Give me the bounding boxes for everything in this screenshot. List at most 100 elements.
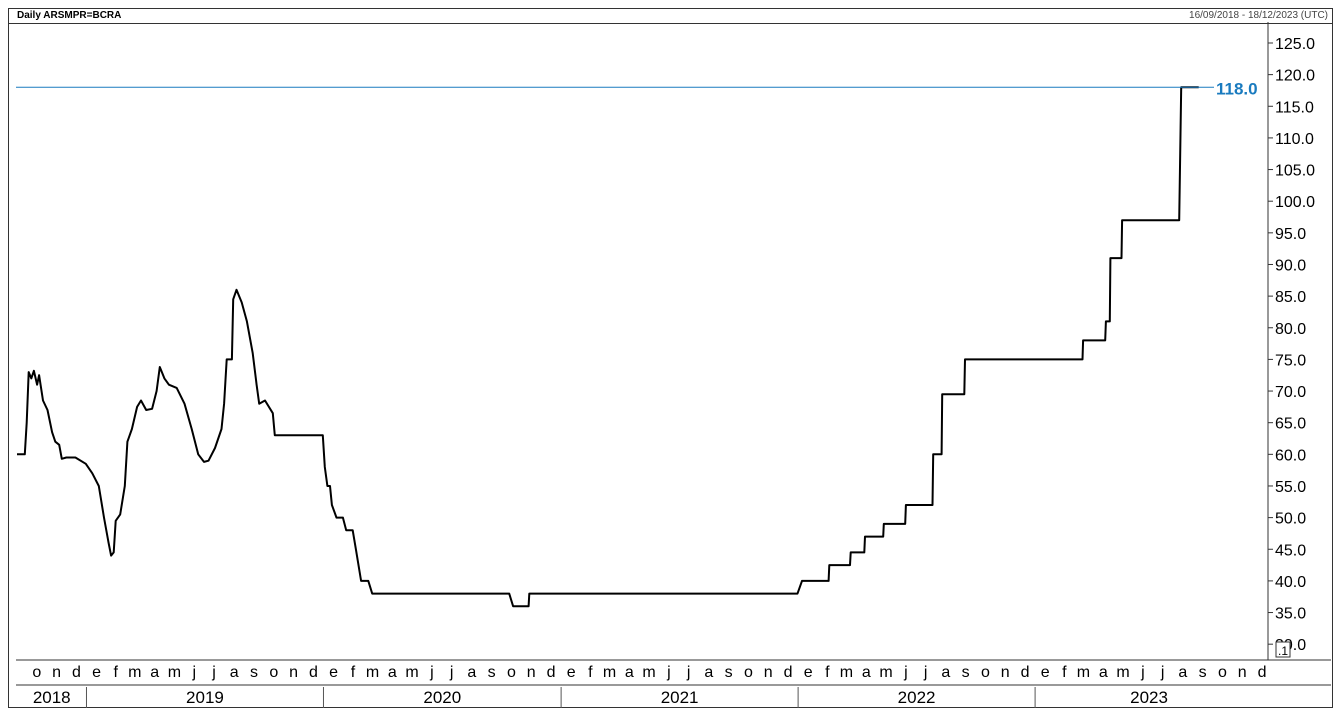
y-tick-label: 90.0	[1275, 257, 1306, 274]
x-tick-label: a	[625, 664, 634, 681]
x-tick-label: o	[1218, 664, 1227, 681]
x-tick-label: j	[191, 664, 196, 681]
y-tick-label: 50.0	[1275, 511, 1306, 528]
x-tick-label: m	[879, 664, 892, 681]
series	[17, 86, 1199, 608]
x-tick-label: e	[329, 664, 338, 681]
x-tick-label: d	[72, 664, 81, 681]
x-tick-label: s	[962, 664, 970, 681]
chart-title: Daily ARSMPR=BCRA	[17, 10, 122, 21]
year-label: 2021	[661, 688, 699, 707]
year-label: 2018	[33, 688, 71, 707]
x-tick-label: o	[269, 664, 278, 681]
y-tick-label: 110.0	[1275, 131, 1314, 148]
x-tick-label: j	[1140, 664, 1145, 681]
x-tick-label: f	[825, 664, 830, 681]
x-tick-label: j	[1160, 664, 1165, 681]
year-label: 2022	[898, 688, 936, 707]
x-tick-label: o	[744, 664, 753, 681]
x-tick-label: j	[903, 664, 908, 681]
x-tick-label: n	[1001, 664, 1010, 681]
x-tick-label: m	[405, 664, 418, 681]
y-tick-label: 55.0	[1275, 479, 1306, 496]
x-tick-label: m	[642, 664, 655, 681]
x-tick-label: a	[467, 664, 476, 681]
x-tick-label: s	[250, 664, 258, 681]
y-tick-label: 120.0	[1275, 68, 1315, 85]
x-tick-label: e	[804, 664, 813, 681]
x-tick-label: j	[429, 664, 434, 681]
x-tick-label: j	[449, 664, 454, 681]
x-tick-label: a	[150, 664, 159, 681]
y-tick-label: 105.0	[1275, 163, 1315, 180]
x-tick-label: a	[704, 664, 713, 681]
x-tick-label: j	[666, 664, 671, 681]
x-tick-label: o	[981, 664, 990, 681]
chart-header: Daily ARSMPR=BCRA 16/09/2018 - 18/12/202…	[9, 9, 1332, 24]
x-tick-label: m	[1116, 664, 1129, 681]
y-tick-label: 75.0	[1275, 352, 1306, 369]
x-tick-label: d	[309, 664, 318, 681]
x-tick-label: e	[92, 664, 101, 681]
y-tick-label: 125.0	[1275, 36, 1315, 53]
x-tick-label: m	[1077, 664, 1090, 681]
x-tick-label: f	[588, 664, 593, 681]
x-tick-label: e	[1041, 664, 1050, 681]
x-tick-label: e	[567, 664, 576, 681]
y-tick-label: 95.0	[1275, 226, 1306, 243]
x-tick-label: m	[840, 664, 853, 681]
x-tick-label: f	[351, 664, 356, 681]
x-tick-label: d	[1258, 664, 1267, 681]
x-tick-label: j	[686, 664, 691, 681]
x-tick-label: d	[784, 664, 793, 681]
series-line	[17, 86, 1199, 608]
x-tick-label: m	[168, 664, 181, 681]
x-tick-label: d	[1021, 664, 1030, 681]
x-tick-label: n	[1238, 664, 1247, 681]
x-tick-label: j	[211, 664, 216, 681]
y-tick-label: 45.0	[1275, 542, 1306, 559]
x-tick-label: f	[1062, 664, 1067, 681]
year-label: 2019	[186, 688, 224, 707]
y-tick-label: 80.0	[1275, 321, 1306, 338]
x-tick-label: a	[388, 664, 397, 681]
x-tick-label: o	[32, 664, 41, 681]
x-tick-label: a	[230, 664, 239, 681]
y-tick-label: 70.0	[1275, 384, 1306, 401]
y-tick-label: 85.0	[1275, 289, 1306, 306]
y-tick-label: 60.0	[1275, 447, 1306, 464]
y-tick-label: 65.0	[1275, 416, 1306, 433]
x-tick-label: m	[603, 664, 616, 681]
x-tick-label: s	[488, 664, 496, 681]
y-tick-label: 35.0	[1275, 606, 1306, 623]
y-tick-label: 115.0	[1275, 99, 1314, 116]
x-tick-label: a	[862, 664, 871, 681]
x-tick-label: s	[725, 664, 733, 681]
last-value: 118.0	[16, 79, 1258, 98]
y-tick-label: 100.0	[1275, 194, 1315, 211]
last-value-label: 118.0	[1216, 79, 1258, 98]
x-tick-label: m	[366, 664, 379, 681]
y-tick-label: 40.0	[1275, 574, 1306, 591]
x-tick-label: m	[128, 664, 141, 681]
x-tick-label: a	[1178, 664, 1187, 681]
x-tick-label: a	[1099, 664, 1108, 681]
x-tick-label: s	[1199, 664, 1207, 681]
pane-marker-label: .1	[1278, 644, 1288, 658]
y-axis: 125.0 120.0 115.0 110.0 105.0 100.0 95.0 90.0 85…	[1268, 36, 1315, 658]
chart-frame: Daily ARSMPR=BCRA 16/09/2018 - 18/12/202…	[8, 8, 1333, 708]
plot-frame	[16, 22, 1331, 686]
x-tick-label: n	[52, 664, 61, 681]
year-label: 2023	[1130, 688, 1168, 707]
x-tick-label: d	[547, 664, 556, 681]
x-tick-label: n	[289, 664, 298, 681]
x-tick-label: j	[923, 664, 928, 681]
x-tick-label: a	[941, 664, 950, 681]
x-tick-label: n	[527, 664, 536, 681]
x-tick-label: o	[507, 664, 516, 681]
date-range: 16/09/2018 - 18/12/2023 (UTC)	[1189, 10, 1328, 21]
x-tick-label: f	[113, 664, 118, 681]
x-tick-label: n	[764, 664, 773, 681]
